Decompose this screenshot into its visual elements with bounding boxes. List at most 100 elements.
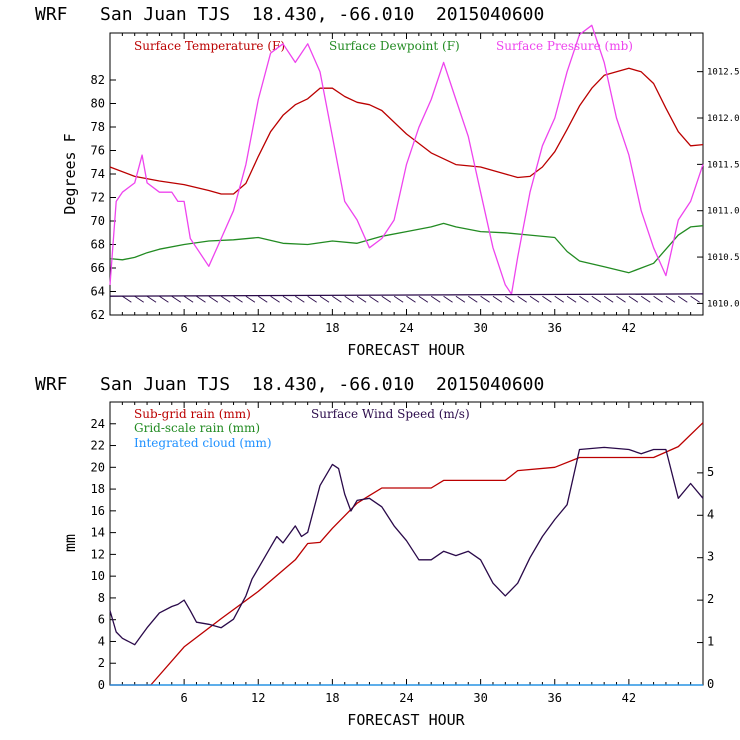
y-tick-label: 78 bbox=[91, 120, 105, 134]
wind-barb bbox=[332, 295, 342, 303]
sub-grid-rain-mm-line bbox=[110, 422, 704, 686]
legend-temperature: Surface Temperature (F) bbox=[134, 39, 285, 53]
wind-barbs-line bbox=[109, 293, 704, 297]
surface-pressure-mb-line bbox=[109, 24, 704, 295]
wind-barb bbox=[468, 295, 478, 303]
y-tick-label: 72 bbox=[91, 191, 105, 205]
y2-tick-label: 2 bbox=[707, 592, 714, 606]
y-tick-label: 76 bbox=[91, 144, 105, 158]
wind-barb bbox=[665, 295, 676, 303]
legend-pressure: Surface Pressure (mb) bbox=[496, 39, 633, 53]
y-tick-label: 4 bbox=[98, 634, 105, 648]
y-tick-label: 62 bbox=[91, 308, 105, 322]
wind-barb bbox=[430, 295, 441, 303]
chart-title: WRF San Juan TJS 18.430, -66.010 2015040… bbox=[35, 4, 544, 25]
wind-barb bbox=[356, 295, 367, 303]
y2-tick-label: 0 bbox=[707, 677, 714, 691]
x-tick-label: 18 bbox=[325, 321, 339, 335]
wind-barb bbox=[542, 295, 552, 303]
wind-barb bbox=[455, 295, 466, 303]
wind-barb bbox=[146, 295, 157, 303]
wind-barb bbox=[381, 295, 392, 303]
x-axis-label: FORECAST HOUR bbox=[347, 711, 465, 729]
y-tick-label: 64 bbox=[91, 285, 105, 299]
wind-barb bbox=[480, 295, 490, 303]
legend-integrated-cloud: Integrated cloud (mm) bbox=[134, 436, 272, 450]
wind-barbs bbox=[122, 295, 700, 303]
wind-barb bbox=[258, 295, 268, 303]
wind-barb bbox=[295, 295, 305, 303]
y-tick-label: 68 bbox=[91, 238, 105, 252]
y2-tick-label: 3 bbox=[707, 550, 714, 564]
x-tick-label: 24 bbox=[399, 691, 413, 705]
surface-temperature-f-line bbox=[109, 67, 704, 195]
wind-barb bbox=[134, 295, 144, 303]
plot-frame bbox=[109, 32, 704, 316]
wind-barb bbox=[208, 295, 219, 303]
wind-barb bbox=[505, 295, 515, 303]
x-tick-label: 42 bbox=[622, 321, 636, 335]
wind-barb bbox=[678, 295, 688, 303]
y-tick-label: 66 bbox=[91, 261, 105, 275]
y-tick-label: 24 bbox=[91, 417, 105, 431]
surface-wind-speed-m-s-line bbox=[109, 446, 704, 646]
y2-tick-label: 5 bbox=[707, 465, 714, 479]
wind-barb bbox=[369, 295, 379, 303]
y-tick-label: 74 bbox=[91, 167, 105, 181]
wind-barb bbox=[591, 295, 602, 303]
wind-barb bbox=[579, 295, 589, 303]
y-tick-label: 22 bbox=[91, 439, 105, 453]
wind-barb bbox=[393, 295, 404, 303]
wind-barb bbox=[122, 295, 132, 303]
chart-title: WRF San Juan TJS 18.430, -66.010 2015040… bbox=[35, 374, 544, 395]
x-tick-label: 6 bbox=[181, 691, 188, 705]
y2-tick-label: 4 bbox=[707, 507, 714, 521]
y-tick-label: 6 bbox=[98, 613, 105, 627]
y-tick-label: 8 bbox=[98, 591, 105, 605]
wind-barb bbox=[282, 295, 293, 303]
wind-barb bbox=[183, 295, 194, 303]
wind-barb bbox=[406, 295, 416, 303]
wind-barb bbox=[270, 295, 280, 303]
x-tick-label: 12 bbox=[251, 321, 265, 335]
x-tick-label: 6 bbox=[181, 321, 188, 335]
legend-subgrid-rain: Sub-grid rain (mm) bbox=[134, 407, 251, 421]
wind-barb bbox=[171, 295, 182, 303]
wind-barb bbox=[492, 295, 503, 303]
y2-tick-label: 1012.0 bbox=[707, 114, 740, 124]
y-tick-label: 20 bbox=[91, 460, 105, 474]
legend-dewpoint: Surface Dewpoint (F) bbox=[329, 39, 460, 53]
wind-barb bbox=[443, 295, 453, 303]
wind-barb bbox=[220, 295, 231, 303]
y-tick-label: 18 bbox=[91, 482, 105, 496]
x-tick-label: 36 bbox=[548, 321, 562, 335]
wind-barb bbox=[159, 295, 169, 303]
y2-tick-label: 1012.5 bbox=[707, 68, 740, 78]
y-tick-label: 12 bbox=[91, 547, 105, 561]
y2-tick-label: 1011.0 bbox=[707, 207, 740, 217]
x-tick-label: 12 bbox=[251, 691, 265, 705]
legend-gridscale-rain: Grid-scale rain (mm) bbox=[134, 421, 260, 435]
wind-barb bbox=[196, 295, 206, 303]
x-tick-label: 36 bbox=[548, 691, 562, 705]
temperature-panel: WRF San Juan TJS 18.430, -66.010 2015040… bbox=[35, 4, 740, 359]
wind-barb bbox=[603, 295, 614, 303]
wind-barb bbox=[628, 295, 639, 303]
wind-barb bbox=[653, 295, 663, 303]
wind-barb bbox=[307, 295, 317, 303]
y2-tick-label: 1010.0 bbox=[707, 299, 740, 309]
y-tick-label: 82 bbox=[91, 73, 105, 87]
wind-barb bbox=[566, 295, 577, 303]
y-tick-label: 70 bbox=[91, 214, 105, 228]
wind-barb bbox=[319, 295, 330, 303]
y-tick-label: 0 bbox=[98, 678, 105, 692]
wind-barb bbox=[233, 295, 243, 303]
x-tick-label: 18 bbox=[325, 691, 339, 705]
y-tick-label: 80 bbox=[91, 97, 105, 111]
x-axis-label: FORECAST HOUR bbox=[347, 341, 465, 359]
y-tick-label: 14 bbox=[91, 526, 105, 540]
y-tick-label: 2 bbox=[98, 656, 105, 670]
legend-wind-speed: Surface Wind Speed (m/s) bbox=[311, 407, 470, 421]
wind-barb bbox=[529, 295, 540, 303]
